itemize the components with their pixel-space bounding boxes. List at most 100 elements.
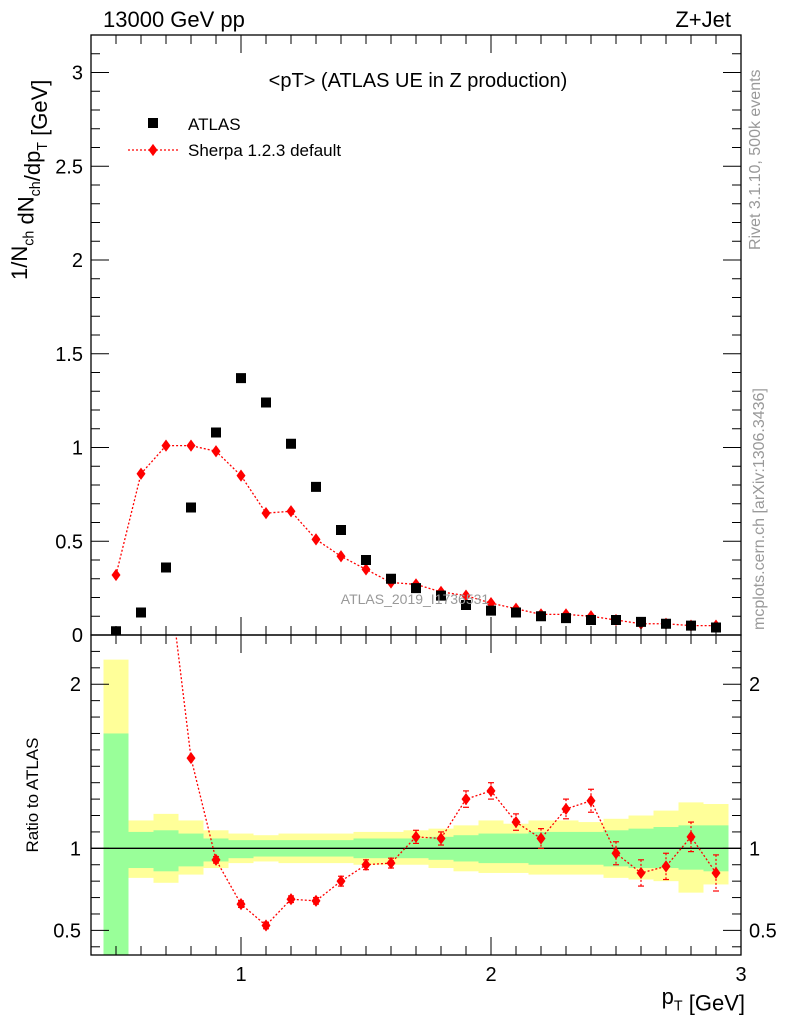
x-axis-label: pT [GeV]: [662, 984, 745, 1016]
ratio-point: [211, 853, 221, 866]
plot-title: <pT> (ATLAS UE in Z production): [269, 70, 568, 92]
atlas-point: [661, 618, 671, 629]
band-inner-bin: [103, 733, 129, 955]
atlas-point: [336, 525, 346, 535]
y-axis-label-main: 1/Nch dNch/dpT [GeV]: [7, 80, 52, 280]
band-inner-bin: [153, 830, 179, 872]
ratio-point: [261, 919, 271, 932]
ratio-point: [286, 893, 296, 906]
ratio-point: [511, 816, 521, 829]
band-inner-bin: [228, 840, 254, 859]
ratio-point: [411, 830, 421, 843]
header-right-label: Z+Jet: [675, 7, 731, 32]
rivet-label: Rivet 3.1.10, 500k events: [747, 69, 764, 250]
atlas-point: [411, 583, 421, 594]
ratio-point: [611, 847, 621, 860]
legend-sherpa-label: Sherpa 1.2.3 default: [188, 141, 341, 160]
plot-title-text: <pT> (ATLAS UE in Z production): [269, 70, 568, 92]
y-tick-label-main: 2.5: [55, 156, 83, 178]
y-tick-label-main: 0.5: [55, 531, 83, 553]
ratio-point: [661, 860, 671, 873]
band-inner-bin: [128, 831, 154, 869]
ratio-point: [162, 547, 171, 559]
atlas-point: [236, 373, 246, 384]
atlas-point: [386, 573, 396, 584]
sherpa-point: [211, 445, 221, 458]
ratio-frame: [90, 634, 742, 956]
atlas-point: [536, 611, 546, 622]
ratio-point: [536, 832, 546, 845]
sherpa-point: [361, 563, 371, 576]
ratio-point: [586, 794, 596, 807]
atlas-point: [561, 613, 571, 624]
atlas-point: [361, 555, 371, 565]
ratio-point: [386, 857, 396, 870]
atlas-point: [586, 615, 596, 625]
sherpa-point: [161, 439, 171, 452]
header-left-label: 13000 GeV pp: [103, 7, 245, 32]
x-axis-label-text: pT [GeV]: [662, 984, 745, 1016]
legend-sherpa-marker: [148, 143, 158, 157]
y-tick-label-ratio: 0.5: [53, 920, 81, 942]
mcplots-label: mcplots.cern.ch [arXiv:1306.3436]: [751, 388, 768, 630]
x-tick-label: 2: [485, 964, 496, 986]
y-tick-label-ratio-right: 0.5: [749, 920, 777, 942]
ratio-point: [636, 866, 646, 880]
ratio-series: [162, 547, 721, 932]
sherpa-point: [186, 439, 196, 452]
atlas-point: [611, 615, 621, 625]
sherpa-point: [236, 469, 246, 482]
atlas-point: [686, 620, 696, 631]
ratio-point: [311, 894, 321, 907]
ratio-point: [686, 830, 696, 843]
y-tick-label-main: 3: [72, 63, 83, 85]
atlas-point: [486, 605, 496, 616]
y-tick-label-ratio: 2: [70, 674, 81, 696]
analysis-watermark: ATLAS_2019_I1736531: [341, 591, 490, 607]
atlas-point: [511, 607, 521, 618]
legend-atlas-label: ATLAS: [188, 115, 241, 134]
x-tick-label: 1: [235, 964, 246, 986]
main-series: [111, 373, 721, 635]
atlas-point: [211, 427, 221, 438]
atlas-point: [461, 600, 471, 610]
ratio-point: [461, 793, 471, 806]
legend: ATLAS Sherpa 1.2.3 default: [128, 115, 341, 160]
y-tick-label-ratio-right: 1: [749, 838, 760, 860]
sherpa-point: [261, 507, 271, 520]
ratio-point: [361, 858, 371, 871]
sherpa-point: [336, 550, 346, 563]
ratio-point: [486, 784, 496, 797]
ratio-point: [436, 832, 446, 845]
atlas-point: [261, 397, 271, 408]
sherpa-point: [461, 589, 471, 602]
band-inner-bin: [203, 838, 229, 862]
ratio-point: [236, 898, 246, 911]
atlas-point: [436, 590, 446, 601]
atlas-point: [186, 502, 196, 513]
ratio-point: [561, 802, 571, 816]
x-tick-label: 3: [735, 964, 746, 986]
y-tick-label-main: 2: [72, 250, 83, 272]
y-tick-label-main: 0: [72, 625, 83, 647]
ratio-point: [711, 866, 721, 880]
sherpa-point: [311, 533, 321, 546]
y-axis-label-main-text: 1/Nch dNch/dpT [GeV]: [7, 80, 52, 280]
atlas-point: [136, 607, 146, 618]
atlas-point: [311, 481, 321, 492]
ratio-line: [175, 635, 717, 927]
atlas-point: [636, 616, 646, 627]
atlas-point: [286, 438, 296, 449]
axes: [90, 34, 742, 956]
ratio-point: [186, 752, 196, 765]
sherpa-point: [136, 467, 146, 480]
y-tick-label-main: 1.5: [55, 344, 83, 366]
sherpa-point: [111, 568, 121, 582]
ratio-point: [336, 875, 346, 888]
legend-atlas-marker: [148, 118, 158, 128]
sherpa-point: [286, 505, 296, 518]
ratio-uncertainty-bands: [103, 659, 729, 955]
atlas-point: [161, 562, 171, 573]
y-axis-label-ratio: Ratio to ATLAS: [23, 738, 42, 853]
